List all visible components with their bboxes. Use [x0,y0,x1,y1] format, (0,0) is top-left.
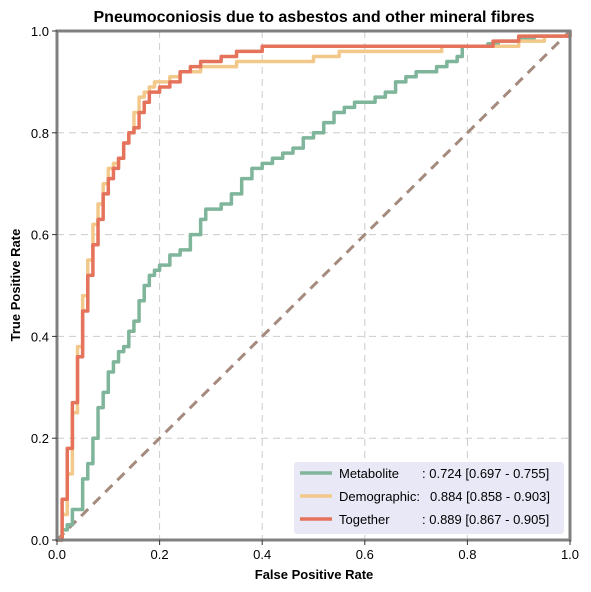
legend-box [294,462,564,534]
y-tick-label: 0.2 [31,431,49,446]
legend-auc-demographic: 0.884 [0.858 - 0.903] [430,489,550,504]
y-axis-label: True Positive Rate [8,229,23,342]
y-axis-ticks: 0.0 0.2 0.4 0.6 0.8 1.0 [31,24,57,548]
legend-auc-together: : 0.889 [0.867 - 0.905] [422,512,549,527]
x-tick-label: 0.2 [151,547,169,562]
y-tick-label: 1.0 [31,24,49,39]
y-tick-label: 0.8 [31,126,49,141]
y-tick-label: 0.0 [31,533,49,548]
chart-title: Pneumoconiosis due to asbestos and other… [94,9,535,26]
y-tick-label: 0.6 [31,228,49,243]
chance-diagonal [55,29,572,542]
x-tick-label: 0.6 [356,547,374,562]
x-tick-label: 0.8 [458,547,476,562]
plot-frame [55,29,572,542]
y-tick-label: 0.4 [31,329,49,344]
legend-auc-metabolite: : 0.724 [0.697 - 0.755] [422,466,549,481]
legend-label-demographic: Demographic: [339,489,420,504]
x-tick-label: 0.0 [48,547,66,562]
x-axis-label: False Positive Rate [255,567,374,582]
legend: Metabolite : 0.724 [0.697 - 0.755]Demogra… [294,462,564,534]
legend-label-metabolite: Metabolite [339,466,399,481]
x-tick-label: 0.4 [253,547,271,562]
roc-curve-metabolite [57,31,572,542]
x-axis-ticks: 0.0 0.2 0.4 0.6 0.8 1.0 [48,540,579,562]
legend-label-together: Together [339,512,390,527]
roc-curve-together [57,31,572,542]
series-layer [57,31,572,542]
x-tick-label: 1.0 [561,547,579,562]
